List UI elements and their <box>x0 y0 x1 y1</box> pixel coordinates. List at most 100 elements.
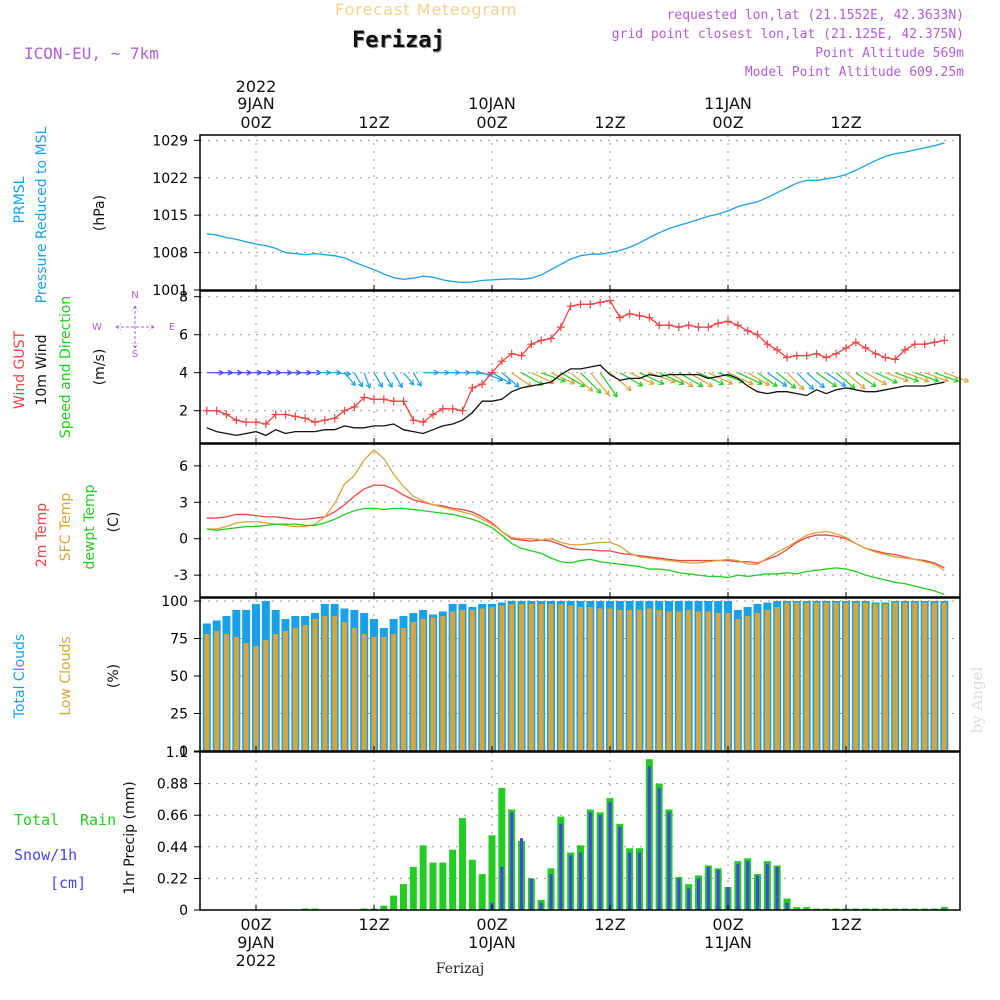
gust-marker <box>615 313 624 322</box>
gust-marker <box>773 345 782 354</box>
gust-marker <box>832 349 841 358</box>
gust-marker <box>252 418 260 427</box>
total-clouds-label: Total Clouds <box>12 634 28 719</box>
gust-marker <box>468 383 477 392</box>
bottom-axis-date: 10JAN <box>468 933 516 952</box>
wind-arrow-head <box>764 380 771 386</box>
gust-marker <box>566 302 575 311</box>
gust-marker <box>232 416 241 425</box>
credit-watermark: by Angel <box>968 666 986 733</box>
y-tick-label: 1.1 <box>166 745 188 761</box>
gust-marker <box>684 321 693 330</box>
bar-snow-1h <box>697 878 700 910</box>
wind-arrow <box>825 372 847 387</box>
bottom-axis-hour: 12Z <box>594 915 625 934</box>
gust-marker <box>556 323 565 332</box>
gust-marker <box>851 338 860 347</box>
bar-low-clouds <box>391 634 397 751</box>
line-wind-gust <box>206 299 945 425</box>
wind-arrow-head <box>903 376 909 383</box>
y-tick-label: 100 <box>161 594 188 610</box>
top-axis-date: 10JAN <box>468 94 516 113</box>
bar-rain <box>380 905 388 910</box>
wind-arrow <box>491 372 512 385</box>
low-clouds-label: Low Clouds <box>58 636 74 715</box>
line-prmsl <box>206 142 945 284</box>
precip-total-label: Total <box>14 811 59 829</box>
bar-low-clouds <box>283 631 288 751</box>
bar-low-clouds <box>332 616 338 751</box>
bar-snow-1h <box>716 869 720 910</box>
bar-low-clouds <box>804 602 810 751</box>
bar-rain <box>468 859 476 910</box>
gust-marker <box>537 336 546 345</box>
bar-low-clouds <box>351 628 357 751</box>
wind-arrow-head <box>604 390 610 396</box>
bar-low-clouds <box>410 622 416 751</box>
wind-arrow <box>403 372 415 386</box>
wind-arrow <box>944 372 969 383</box>
wind-arrow-head <box>408 379 415 386</box>
wind-arrow-head <box>963 377 970 383</box>
wind-arrow <box>619 372 643 387</box>
pressure-label-short: PRMSL <box>12 176 28 223</box>
gridpoint-coords: grid point closest lon,lat (21.125E, 42.… <box>611 27 964 42</box>
gust-marker <box>881 353 890 362</box>
wind-arrow-head <box>687 381 694 388</box>
wind-arrow <box>845 372 866 390</box>
gust-label: Wind GUST <box>12 330 28 409</box>
y-tick-label: 2 <box>179 404 188 420</box>
gust-marker <box>379 395 388 404</box>
bottom-axis-hour: 00Z <box>476 915 507 934</box>
gust-marker <box>930 338 939 347</box>
gust-marker <box>596 298 605 307</box>
wind-unit: (m/s) <box>92 349 108 386</box>
bar-low-clouds <box>696 611 701 751</box>
gust-marker <box>871 349 880 358</box>
bar-low-clouds <box>578 607 583 751</box>
gust-marker <box>842 344 850 352</box>
wind-arrow <box>589 372 610 396</box>
wind-arrow-head <box>397 382 403 389</box>
gust-marker <box>753 330 762 339</box>
sfc-temp-label: SFC Temp <box>58 493 74 562</box>
bar-low-clouds <box>528 604 534 751</box>
bar-low-clouds <box>941 602 947 751</box>
bar-snow-1h <box>667 812 671 910</box>
y-tick-label: 4 <box>179 366 188 382</box>
gust-marker <box>497 357 506 366</box>
bar-rain <box>429 862 437 910</box>
bar-low-clouds <box>853 602 859 751</box>
compass-w: W <box>92 322 102 333</box>
bar-low-clouds <box>745 616 751 751</box>
bar-low-clouds <box>479 608 485 751</box>
bar-low-clouds <box>509 604 515 751</box>
wind-arrow <box>393 372 403 388</box>
bar-low-clouds <box>656 610 662 751</box>
wind-arrow-head <box>859 383 866 390</box>
bar-low-clouds <box>814 602 819 751</box>
gust-marker <box>586 300 595 309</box>
wind-arrow-head <box>678 379 685 386</box>
gust-marker <box>714 319 723 328</box>
panel-frame <box>199 290 961 444</box>
panel-wind: 2 4 6 8 <box>179 290 970 444</box>
gust-marker <box>783 353 791 362</box>
gust-marker <box>674 323 683 332</box>
y-tick-label: 3 <box>179 495 188 511</box>
bottom-axis-hour: 00Z <box>240 915 271 934</box>
wind-arrow <box>835 372 856 389</box>
wind-arrow-head <box>658 379 665 385</box>
bottom-axis-date: 9JAN <box>237 933 275 952</box>
wind-arrow <box>708 372 733 385</box>
wind-arrow <box>334 372 351 375</box>
bar-low-clouds <box>361 634 367 751</box>
bar-low-clouds <box>637 610 642 751</box>
wind-arrow <box>914 372 939 382</box>
bar-low-clouds <box>912 602 918 751</box>
wind-arrow <box>796 372 814 390</box>
bar-low-clouds <box>322 616 328 751</box>
wind-arrow-head <box>870 381 877 388</box>
wind-arrow <box>501 372 520 388</box>
panel-frame <box>199 751 961 911</box>
